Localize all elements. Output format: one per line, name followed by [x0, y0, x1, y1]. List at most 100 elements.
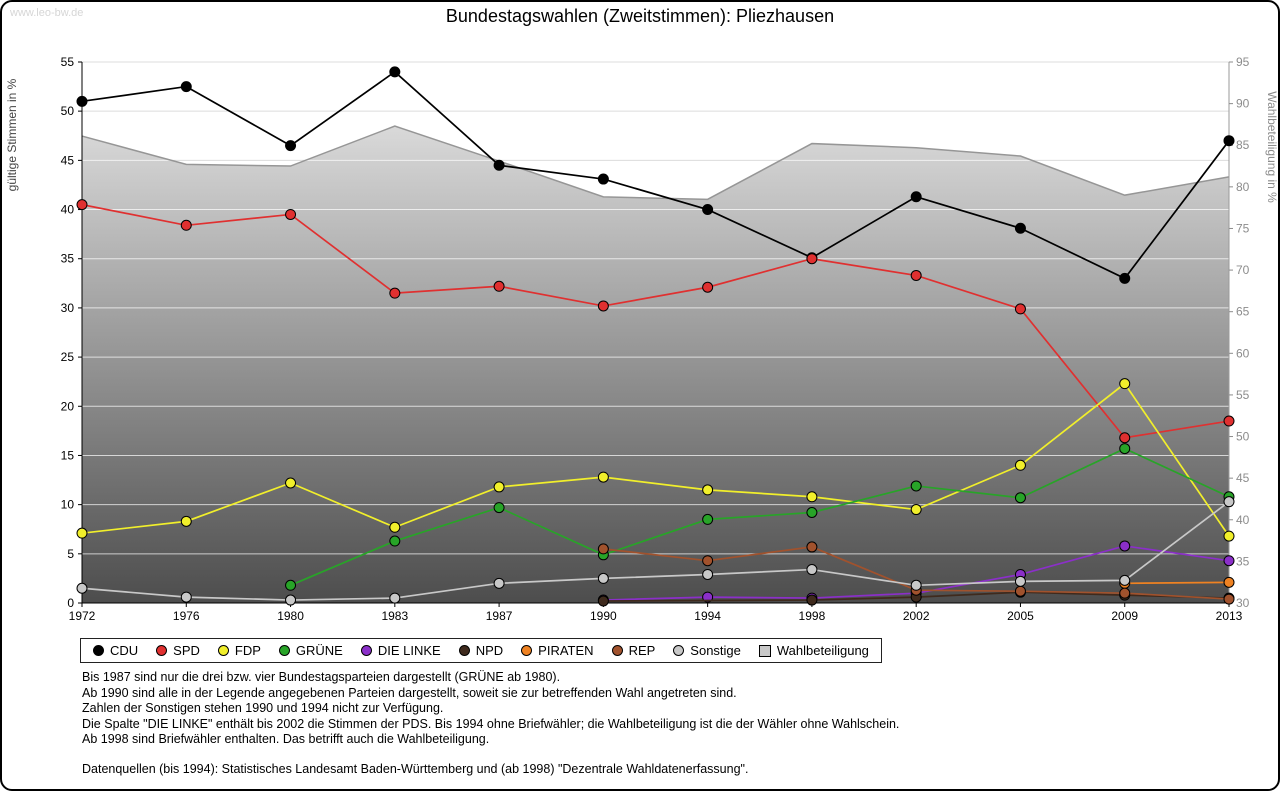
marker-fdp — [493, 481, 505, 493]
marker-spd — [1223, 415, 1235, 427]
marker-spd — [597, 300, 609, 312]
marker-grüne — [702, 513, 714, 525]
marker-cdu — [493, 159, 505, 171]
gridlines-on-area — [82, 159, 1229, 603]
marker-cdu — [1119, 272, 1131, 284]
marker-cdu — [285, 140, 297, 152]
svg-text:70: 70 — [1236, 263, 1250, 277]
svg-text:1972: 1972 — [69, 609, 96, 623]
marker-sonstige — [180, 591, 192, 603]
legend-label: FDP — [234, 643, 261, 658]
axes: 0 5 10 15 20 25 30 35 40 45 50 55 30 35 40 45 50 55 60 65 70… — [61, 55, 1250, 623]
marker-cdu — [597, 173, 609, 185]
legend-item-grüne: GRÜNE — [278, 643, 343, 658]
marker-die-linke — [702, 591, 714, 603]
svg-text:1998: 1998 — [799, 609, 826, 623]
svg-text:20: 20 — [61, 399, 75, 413]
marker-rep — [597, 543, 609, 555]
marker-cdu — [76, 95, 88, 107]
marker-sonstige — [285, 594, 297, 606]
footnotes: Bis 1987 sind nur die drei bzw. vier Bun… — [82, 670, 899, 777]
marker-grüne — [389, 535, 401, 547]
legend-label: DIE LINKE — [377, 643, 441, 658]
wahlbeteiligung-area — [82, 126, 1229, 603]
svg-text:50: 50 — [1236, 430, 1250, 444]
data-source-note: Datenquellen (bis 1994): Statistisches L… — [82, 761, 749, 776]
marker-rep — [806, 541, 818, 553]
marker-fdp — [285, 477, 297, 489]
legend-label: REP — [628, 643, 656, 658]
election-line-chart: 0 5 10 15 20 25 30 35 40 45 50 55 30 35 40 45 50 55 60 65 70… — [5, 55, 1279, 623]
svg-text:45: 45 — [1236, 471, 1250, 485]
marker-spd — [1014, 303, 1026, 315]
legend-item-npd: NPD — [458, 643, 504, 658]
marker-cdu — [1223, 135, 1235, 147]
left-axis-title: gültige Stimmen in % — [5, 78, 19, 191]
svg-text:1990: 1990 — [590, 609, 617, 623]
marker-npd — [597, 595, 609, 607]
svg-text:65: 65 — [1236, 305, 1250, 319]
marker-spd — [76, 199, 88, 211]
legend-label: CDU — [110, 643, 139, 658]
svg-text:60: 60 — [1236, 346, 1250, 360]
svg-text:35: 35 — [61, 252, 75, 266]
marker-spd — [180, 219, 192, 231]
svg-text:55: 55 — [61, 55, 75, 69]
svg-text:2002: 2002 — [903, 609, 930, 623]
legend-label: GRÜNE — [295, 643, 343, 658]
svg-text:40: 40 — [1236, 513, 1250, 527]
svg-text:1994: 1994 — [694, 609, 721, 623]
marker-fdp — [1014, 459, 1026, 471]
legend-swatch-circle — [673, 645, 685, 656]
legend-item-rep: REP — [611, 643, 656, 658]
marker-fdp — [76, 527, 88, 539]
legend-swatch-circle — [521, 645, 533, 656]
svg-text:2005: 2005 — [1007, 609, 1034, 623]
marker-sonstige — [1014, 575, 1026, 587]
svg-text:1980: 1980 — [277, 609, 304, 623]
marker-die-linke — [1119, 540, 1131, 552]
legend-item-spd: SPD — [156, 643, 200, 658]
marker-grüne — [285, 579, 297, 591]
series-fdp — [76, 378, 1235, 542]
svg-text:1983: 1983 — [381, 609, 408, 623]
legend-item-wahlbeteiligung: Wahlbeteiligung — [758, 643, 869, 658]
footnote-line: Ab 1990 sind alle in der Legende angegeb… — [82, 685, 737, 700]
svg-text:75: 75 — [1236, 221, 1250, 235]
marker-rep — [1014, 585, 1026, 597]
marker-grüne — [1014, 492, 1026, 504]
marker-grüne — [910, 480, 922, 492]
marker-spd — [1119, 432, 1131, 444]
marker-sonstige — [1223, 496, 1235, 508]
svg-text:2009: 2009 — [1111, 609, 1138, 623]
marker-fdp — [389, 521, 401, 533]
right-axis-title: Wahlbeteiligung in % — [1265, 91, 1279, 203]
series-sonstige — [76, 496, 1235, 606]
svg-text:80: 80 — [1236, 180, 1250, 194]
svg-text:5: 5 — [67, 547, 74, 561]
marker-cdu — [1014, 222, 1026, 234]
chart-title: Bundestagswahlen (Zweitstimmen): Pliezha… — [445, 6, 835, 26]
legend-item-fdp: FDP — [217, 643, 261, 658]
svg-text:30: 30 — [61, 301, 75, 315]
series-cdu — [76, 66, 1235, 284]
marker-sonstige — [76, 582, 88, 594]
svg-text:55: 55 — [1236, 388, 1250, 402]
marker-cdu — [389, 66, 401, 78]
wahlbeteiligung-line — [81, 125, 1230, 201]
legend-item-die-linke: DIE LINKE — [360, 643, 441, 658]
svg-text:85: 85 — [1236, 138, 1250, 152]
footnote-line: Die Spalte "DIE LINKE" enthält bis 2002 … — [82, 716, 900, 731]
legend-label: NPD — [475, 643, 504, 658]
marker-spd — [389, 287, 401, 299]
svg-text:30: 30 — [1236, 596, 1250, 610]
marker-cdu — [702, 204, 714, 216]
series-grüne — [285, 443, 1235, 591]
marker-spd — [910, 269, 922, 281]
legend-swatch-circle — [611, 645, 623, 656]
marker-spd — [806, 253, 818, 265]
legend-label: PIRATEN — [538, 643, 594, 658]
legend-swatch-circle — [458, 645, 470, 656]
marker-sonstige — [597, 572, 609, 584]
marker-grüne — [806, 507, 818, 519]
